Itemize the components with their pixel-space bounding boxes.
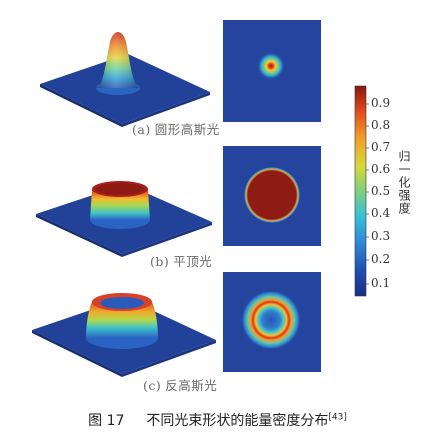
- colorbar-title: 归一化强度: [397, 150, 411, 215]
- colorbar-tick: 0.5: [371, 184, 391, 198]
- panel-b-top-view: [223, 146, 321, 246]
- panel-b-caption: (b) 平顶光: [150, 251, 212, 270]
- colorbar-tick-marks: [366, 103, 369, 285]
- panel-b-3d-surface: [36, 181, 212, 257]
- colorbar-tick: 0.8: [371, 118, 391, 132]
- panel-a-top-view: [223, 20, 321, 122]
- panel-a-title: 圆形高斯光: [154, 122, 220, 137]
- panel-c-3d-surface: [32, 293, 216, 377]
- panel-b-label: (b): [150, 254, 170, 269]
- figure-caption-text: 不同光束形状的能量密度分布: [146, 413, 329, 429]
- panel-a-label: (a): [132, 122, 151, 137]
- colorbar-tick: 0.2: [371, 252, 391, 266]
- figure-caption: 图 17 不同光束形状的能量密度分布[43]: [0, 410, 435, 430]
- panel-c-top-view: [223, 272, 321, 372]
- panel-a-3d-surface: [40, 32, 210, 127]
- colorbar-tick: 0.7: [371, 140, 391, 154]
- panel-b-title: 平顶光: [173, 254, 213, 269]
- colorbar-tick: 0.4: [371, 206, 391, 220]
- colorbar-tick: 0.6: [371, 162, 391, 176]
- panel-c-title: 反高斯光: [165, 378, 218, 393]
- colorbar-tick: 0.3: [371, 229, 391, 243]
- panel-a-caption: (a) 圆形高斯光: [132, 119, 220, 138]
- colorbar: [354, 85, 367, 297]
- panel-c-caption: (c) 反高斯光: [143, 375, 217, 394]
- panel-c-label: (c): [143, 378, 162, 393]
- colorbar-tick: 0.1: [371, 276, 391, 290]
- colorbar-tick: 0.9: [371, 96, 391, 110]
- figure-reference: [43]: [328, 412, 347, 423]
- figure-number: 图 17: [88, 413, 125, 429]
